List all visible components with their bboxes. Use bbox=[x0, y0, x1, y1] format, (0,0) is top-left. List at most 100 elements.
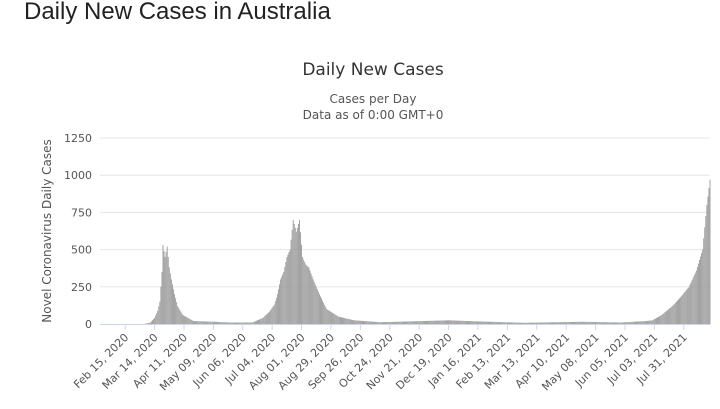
bar bbox=[471, 321, 473, 324]
bar bbox=[243, 322, 245, 324]
bar bbox=[270, 309, 272, 324]
bar bbox=[702, 249, 704, 324]
chart-title: Daily New Cases bbox=[302, 60, 444, 80]
bar bbox=[525, 322, 527, 324]
bar bbox=[422, 321, 424, 324]
bar bbox=[628, 322, 630, 324]
bar bbox=[674, 302, 676, 324]
bar bbox=[252, 322, 254, 324]
bar bbox=[294, 227, 296, 324]
bar bbox=[155, 315, 157, 324]
bar bbox=[275, 297, 277, 324]
page-title: Daily New Cases in Australia bbox=[24, 0, 331, 25]
bar bbox=[388, 321, 390, 324]
bar bbox=[690, 282, 692, 324]
bar bbox=[421, 321, 423, 324]
bar bbox=[344, 318, 346, 324]
bar bbox=[430, 320, 432, 324]
bar bbox=[170, 279, 172, 324]
bar bbox=[599, 322, 601, 324]
bar bbox=[279, 284, 280, 324]
bar bbox=[706, 204, 708, 324]
bar bbox=[153, 319, 154, 324]
bar bbox=[209, 321, 211, 324]
bar bbox=[337, 316, 339, 324]
bar bbox=[610, 322, 612, 324]
bar bbox=[378, 322, 380, 324]
bar bbox=[356, 320, 358, 324]
bar bbox=[505, 322, 507, 324]
bar bbox=[438, 320, 440, 324]
bar bbox=[267, 313, 269, 324]
bar bbox=[609, 322, 611, 324]
bar bbox=[400, 321, 402, 324]
bar bbox=[569, 321, 571, 324]
bar bbox=[282, 274, 284, 324]
y-tick-label: 1250 bbox=[64, 132, 92, 145]
bar bbox=[221, 322, 223, 324]
bar bbox=[390, 321, 392, 324]
bar bbox=[657, 317, 658, 324]
bar bbox=[473, 321, 475, 324]
bar bbox=[691, 279, 693, 324]
bar bbox=[391, 321, 393, 324]
bar bbox=[427, 320, 429, 324]
bar bbox=[439, 320, 441, 324]
bar bbox=[244, 322, 246, 324]
bar bbox=[629, 321, 631, 324]
bar bbox=[322, 300, 324, 324]
y-axis-ticks: 0 250 500 750 1000 1250 bbox=[64, 132, 92, 331]
bar bbox=[497, 321, 499, 324]
bar bbox=[638, 321, 640, 324]
bar bbox=[147, 322, 149, 324]
bar bbox=[472, 321, 474, 324]
bar bbox=[348, 319, 350, 324]
bar bbox=[598, 322, 600, 324]
bar bbox=[633, 321, 635, 324]
bar bbox=[197, 321, 199, 324]
bar bbox=[369, 321, 371, 324]
bar bbox=[387, 322, 389, 324]
bar bbox=[308, 267, 310, 324]
bar bbox=[307, 266, 309, 324]
bar bbox=[311, 276, 313, 324]
bar bbox=[188, 318, 190, 324]
bar bbox=[606, 322, 608, 324]
bar bbox=[448, 320, 450, 324]
bar bbox=[565, 322, 567, 324]
bar bbox=[149, 322, 151, 324]
bar bbox=[192, 321, 194, 324]
bar bbox=[558, 322, 560, 324]
bar bbox=[429, 320, 431, 324]
bar bbox=[262, 318, 264, 324]
bar bbox=[263, 317, 265, 324]
bar bbox=[467, 321, 468, 324]
bar bbox=[516, 322, 518, 324]
bar bbox=[224, 322, 226, 324]
bar bbox=[272, 306, 274, 324]
bar bbox=[404, 321, 405, 324]
bar bbox=[227, 322, 229, 324]
bar bbox=[567, 322, 569, 324]
bar bbox=[283, 271, 285, 324]
y-tick-label: 500 bbox=[71, 244, 92, 257]
bar bbox=[327, 309, 329, 324]
bar bbox=[661, 315, 663, 324]
bar bbox=[456, 320, 458, 324]
bar bbox=[190, 319, 192, 324]
bar bbox=[431, 320, 433, 324]
bar bbox=[285, 262, 287, 324]
bar bbox=[441, 320, 443, 324]
bar bbox=[698, 263, 699, 324]
bar bbox=[401, 321, 403, 324]
bar bbox=[334, 314, 336, 324]
bar bbox=[171, 284, 173, 324]
bar bbox=[480, 321, 482, 324]
bar bbox=[326, 309, 328, 324]
bar bbox=[216, 321, 217, 324]
bar bbox=[520, 322, 522, 324]
bar bbox=[266, 314, 268, 324]
bar bbox=[325, 306, 327, 324]
bar bbox=[562, 322, 564, 324]
bar bbox=[481, 321, 483, 324]
